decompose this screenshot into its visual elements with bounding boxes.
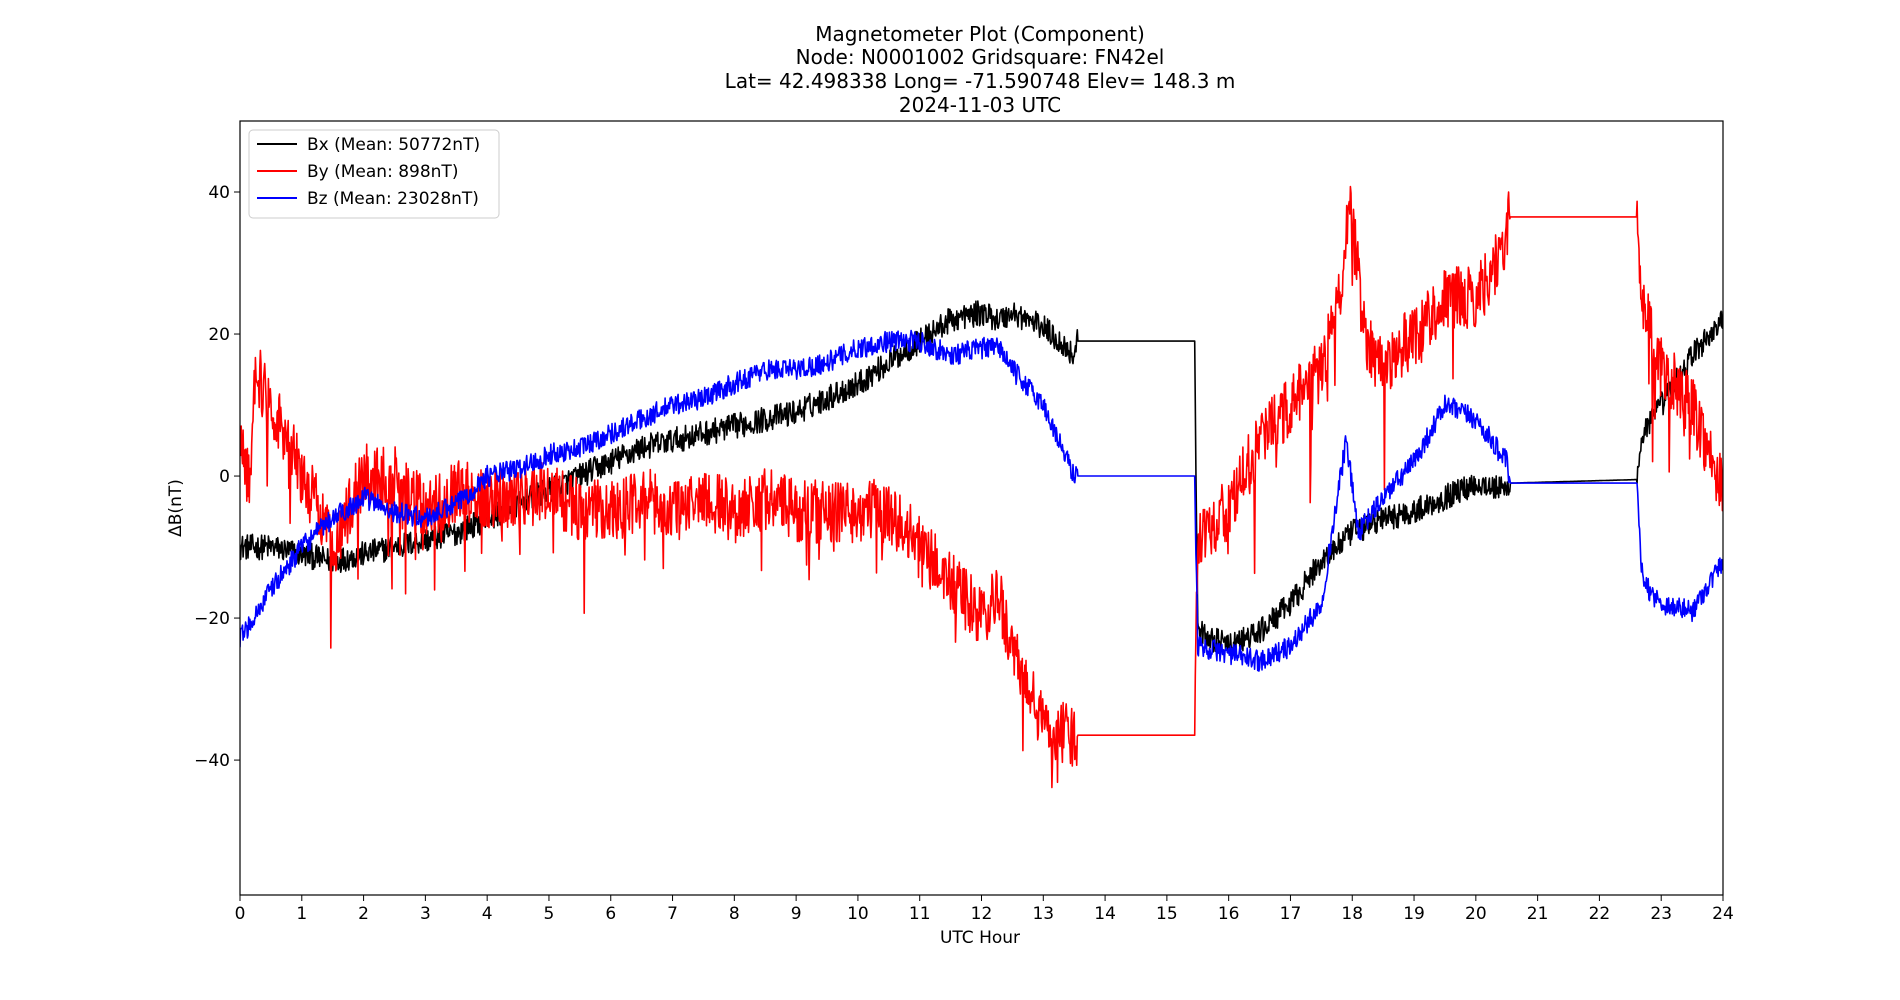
x-tick-label: 10 xyxy=(847,904,869,924)
y-axis: −40 −20 0 20 40 xyxy=(194,183,240,771)
x-tick-label: 3 xyxy=(420,904,431,924)
x-tick-label: 11 xyxy=(909,904,931,924)
x-tick-label: 8 xyxy=(729,904,740,924)
title-line-3: Lat= 42.498338 Long= -71.590748 Elev= 14… xyxy=(725,69,1236,93)
legend-entry: By (Mean: 898nT) xyxy=(307,162,458,182)
x-tick-label: 9 xyxy=(791,904,802,924)
y-tick-label: 20 xyxy=(208,325,230,345)
x-axis: 0 1 2 3 4 5 6 7 8 9 10 11 12 13 14 15 16 17 18 19 20 21 22 23 24 xyxy=(235,895,1734,924)
series-layer xyxy=(240,185,1723,789)
legend: Bx (Mean: 50772nT) By (Mean: 898nT) Bz (Me… xyxy=(248,129,500,219)
x-tick-label: 16 xyxy=(1218,904,1240,924)
x-tick-label: 20 xyxy=(1465,904,1487,924)
series-line-bz xyxy=(240,329,1723,672)
x-tick-label: 12 xyxy=(971,904,993,924)
x-tick-label: 4 xyxy=(482,904,493,924)
x-tick-label: 23 xyxy=(1650,904,1672,924)
y-tick-label: −20 xyxy=(194,609,230,629)
x-tick-label: 6 xyxy=(605,904,616,924)
y-axis-label: ΔB(nT) xyxy=(166,479,186,537)
y-tick-label: −40 xyxy=(194,751,230,771)
x-tick-label: 1 xyxy=(296,904,307,924)
title-line-4: 2024-11-03 UTC xyxy=(899,93,1061,117)
legend-entry: Bx (Mean: 50772nT) xyxy=(307,135,480,155)
title-line-1: Magnetometer Plot (Component) xyxy=(815,22,1145,46)
title-line-2: Node: N0001002 Gridsquare: FN42el xyxy=(796,45,1165,69)
series-line-by xyxy=(240,185,1723,789)
legend-entry: Bz (Mean: 23028nT) xyxy=(307,189,479,209)
legend-box xyxy=(248,129,500,219)
x-tick-label: 19 xyxy=(1403,904,1425,924)
x-tick-label: 14 xyxy=(1094,904,1116,924)
x-tick-label: 18 xyxy=(1341,904,1363,924)
x-tick-label: 15 xyxy=(1156,904,1178,924)
x-tick-label: 2 xyxy=(358,904,369,924)
x-tick-label: 22 xyxy=(1589,904,1611,924)
x-tick-label: 13 xyxy=(1032,904,1054,924)
x-tick-label: 24 xyxy=(1712,904,1734,924)
x-tick-label: 5 xyxy=(544,904,555,924)
x-tick-label: 0 xyxy=(235,904,246,924)
x-tick-label: 17 xyxy=(1280,904,1302,924)
x-tick-label: 7 xyxy=(667,904,678,924)
y-tick-label: 0 xyxy=(219,467,230,487)
x-axis-label: UTC Hour xyxy=(940,928,1020,948)
y-tick-label: 40 xyxy=(208,183,230,203)
chart-title: Magnetometer Plot (Component) Node: N000… xyxy=(725,22,1236,117)
x-tick-label: 21 xyxy=(1527,904,1549,924)
